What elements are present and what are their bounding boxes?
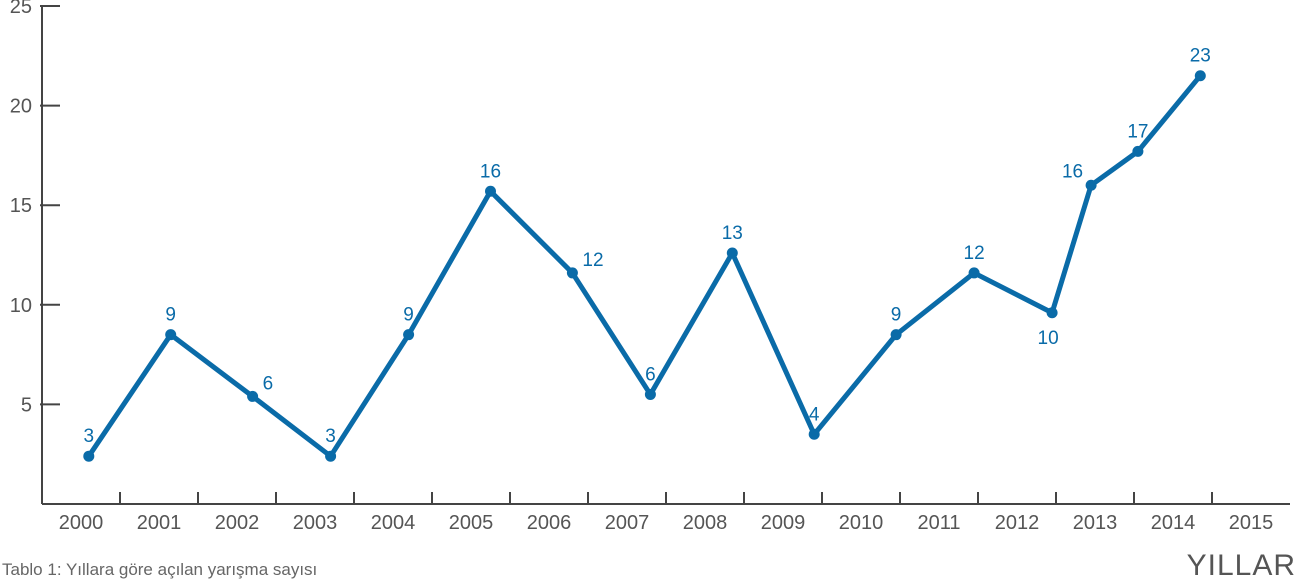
y-tick-label: 25	[10, 0, 32, 18]
x-tick-label: 2013	[1073, 512, 1118, 534]
data-point	[403, 329, 415, 341]
data-label: 10	[1038, 328, 1059, 349]
data-point	[566, 267, 578, 279]
x-tick-label: 2000	[59, 512, 104, 534]
data-point	[485, 185, 496, 197]
data-label: 3	[325, 426, 336, 447]
series-points	[83, 70, 1206, 462]
data-point	[644, 388, 656, 400]
series-line	[86, 73, 1203, 459]
data-point	[247, 390, 259, 402]
data-point	[165, 329, 177, 341]
data-label: 16	[480, 161, 501, 182]
data-label: 17	[1127, 121, 1148, 142]
axes	[41, 6, 1290, 505]
data-point	[890, 329, 902, 341]
x-tick-label: 2009	[761, 512, 806, 534]
data-point	[325, 450, 337, 462]
y-axis-ticks: 5 10 15 20 25	[10, 0, 60, 416]
x-tick-label: 2011	[917, 512, 960, 534]
x-axis-ticks: 2000 2001 2002 2003 2004 2005 2006 2007 2008 2009…	[59, 492, 1274, 534]
data-label: 9	[165, 305, 176, 326]
data-point	[1132, 145, 1144, 157]
chart-caption: Tablo 1: Yıllara göre açılan yarışma say…	[2, 560, 317, 579]
data-label: 12	[964, 243, 985, 264]
x-axis-label: YILLAR	[1187, 549, 1296, 582]
data-labels: 3 9 6 3 9 16 12 6 13 4 9 12 10 16 17 23	[84, 46, 1211, 447]
y-tick-label: 5	[21, 394, 32, 416]
data-label: 6	[645, 364, 656, 385]
data-label: 23	[1190, 46, 1211, 67]
x-tick-label: 2014	[1151, 512, 1196, 534]
data-point	[1194, 70, 1206, 82]
y-tick-label: 15	[10, 195, 32, 217]
data-label: 13	[722, 223, 743, 244]
data-label: 16	[1062, 161, 1083, 182]
x-tick-label: 2015	[1229, 512, 1274, 534]
data-point	[968, 267, 980, 279]
data-label: 6	[263, 373, 274, 394]
x-tick-label: 2002	[215, 512, 260, 534]
series-polyline	[86, 73, 1203, 459]
data-label: 9	[403, 305, 414, 326]
x-tick-label: 2001	[137, 512, 182, 534]
y-tick-label: 20	[10, 96, 32, 118]
x-tick-label: 2010	[839, 512, 884, 534]
data-label: 12	[582, 250, 603, 271]
x-tick-label: 2008	[683, 512, 728, 534]
data-point	[808, 428, 820, 440]
x-tick-label: 2005	[449, 512, 494, 534]
data-label: 3	[84, 426, 95, 447]
x-tick-label: 2007	[605, 512, 650, 534]
data-point	[726, 247, 738, 259]
data-label: 4	[809, 404, 820, 425]
x-tick-label: 2012	[995, 512, 1040, 534]
x-tick-label: 2006	[527, 512, 572, 534]
x-tick-label: 2004	[371, 512, 416, 534]
data-point	[83, 450, 95, 462]
data-label: 9	[891, 305, 902, 326]
y-tick-label: 10	[10, 295, 32, 317]
data-point	[1046, 307, 1058, 319]
data-point	[1085, 179, 1097, 191]
x-tick-label: 2003	[293, 512, 338, 534]
